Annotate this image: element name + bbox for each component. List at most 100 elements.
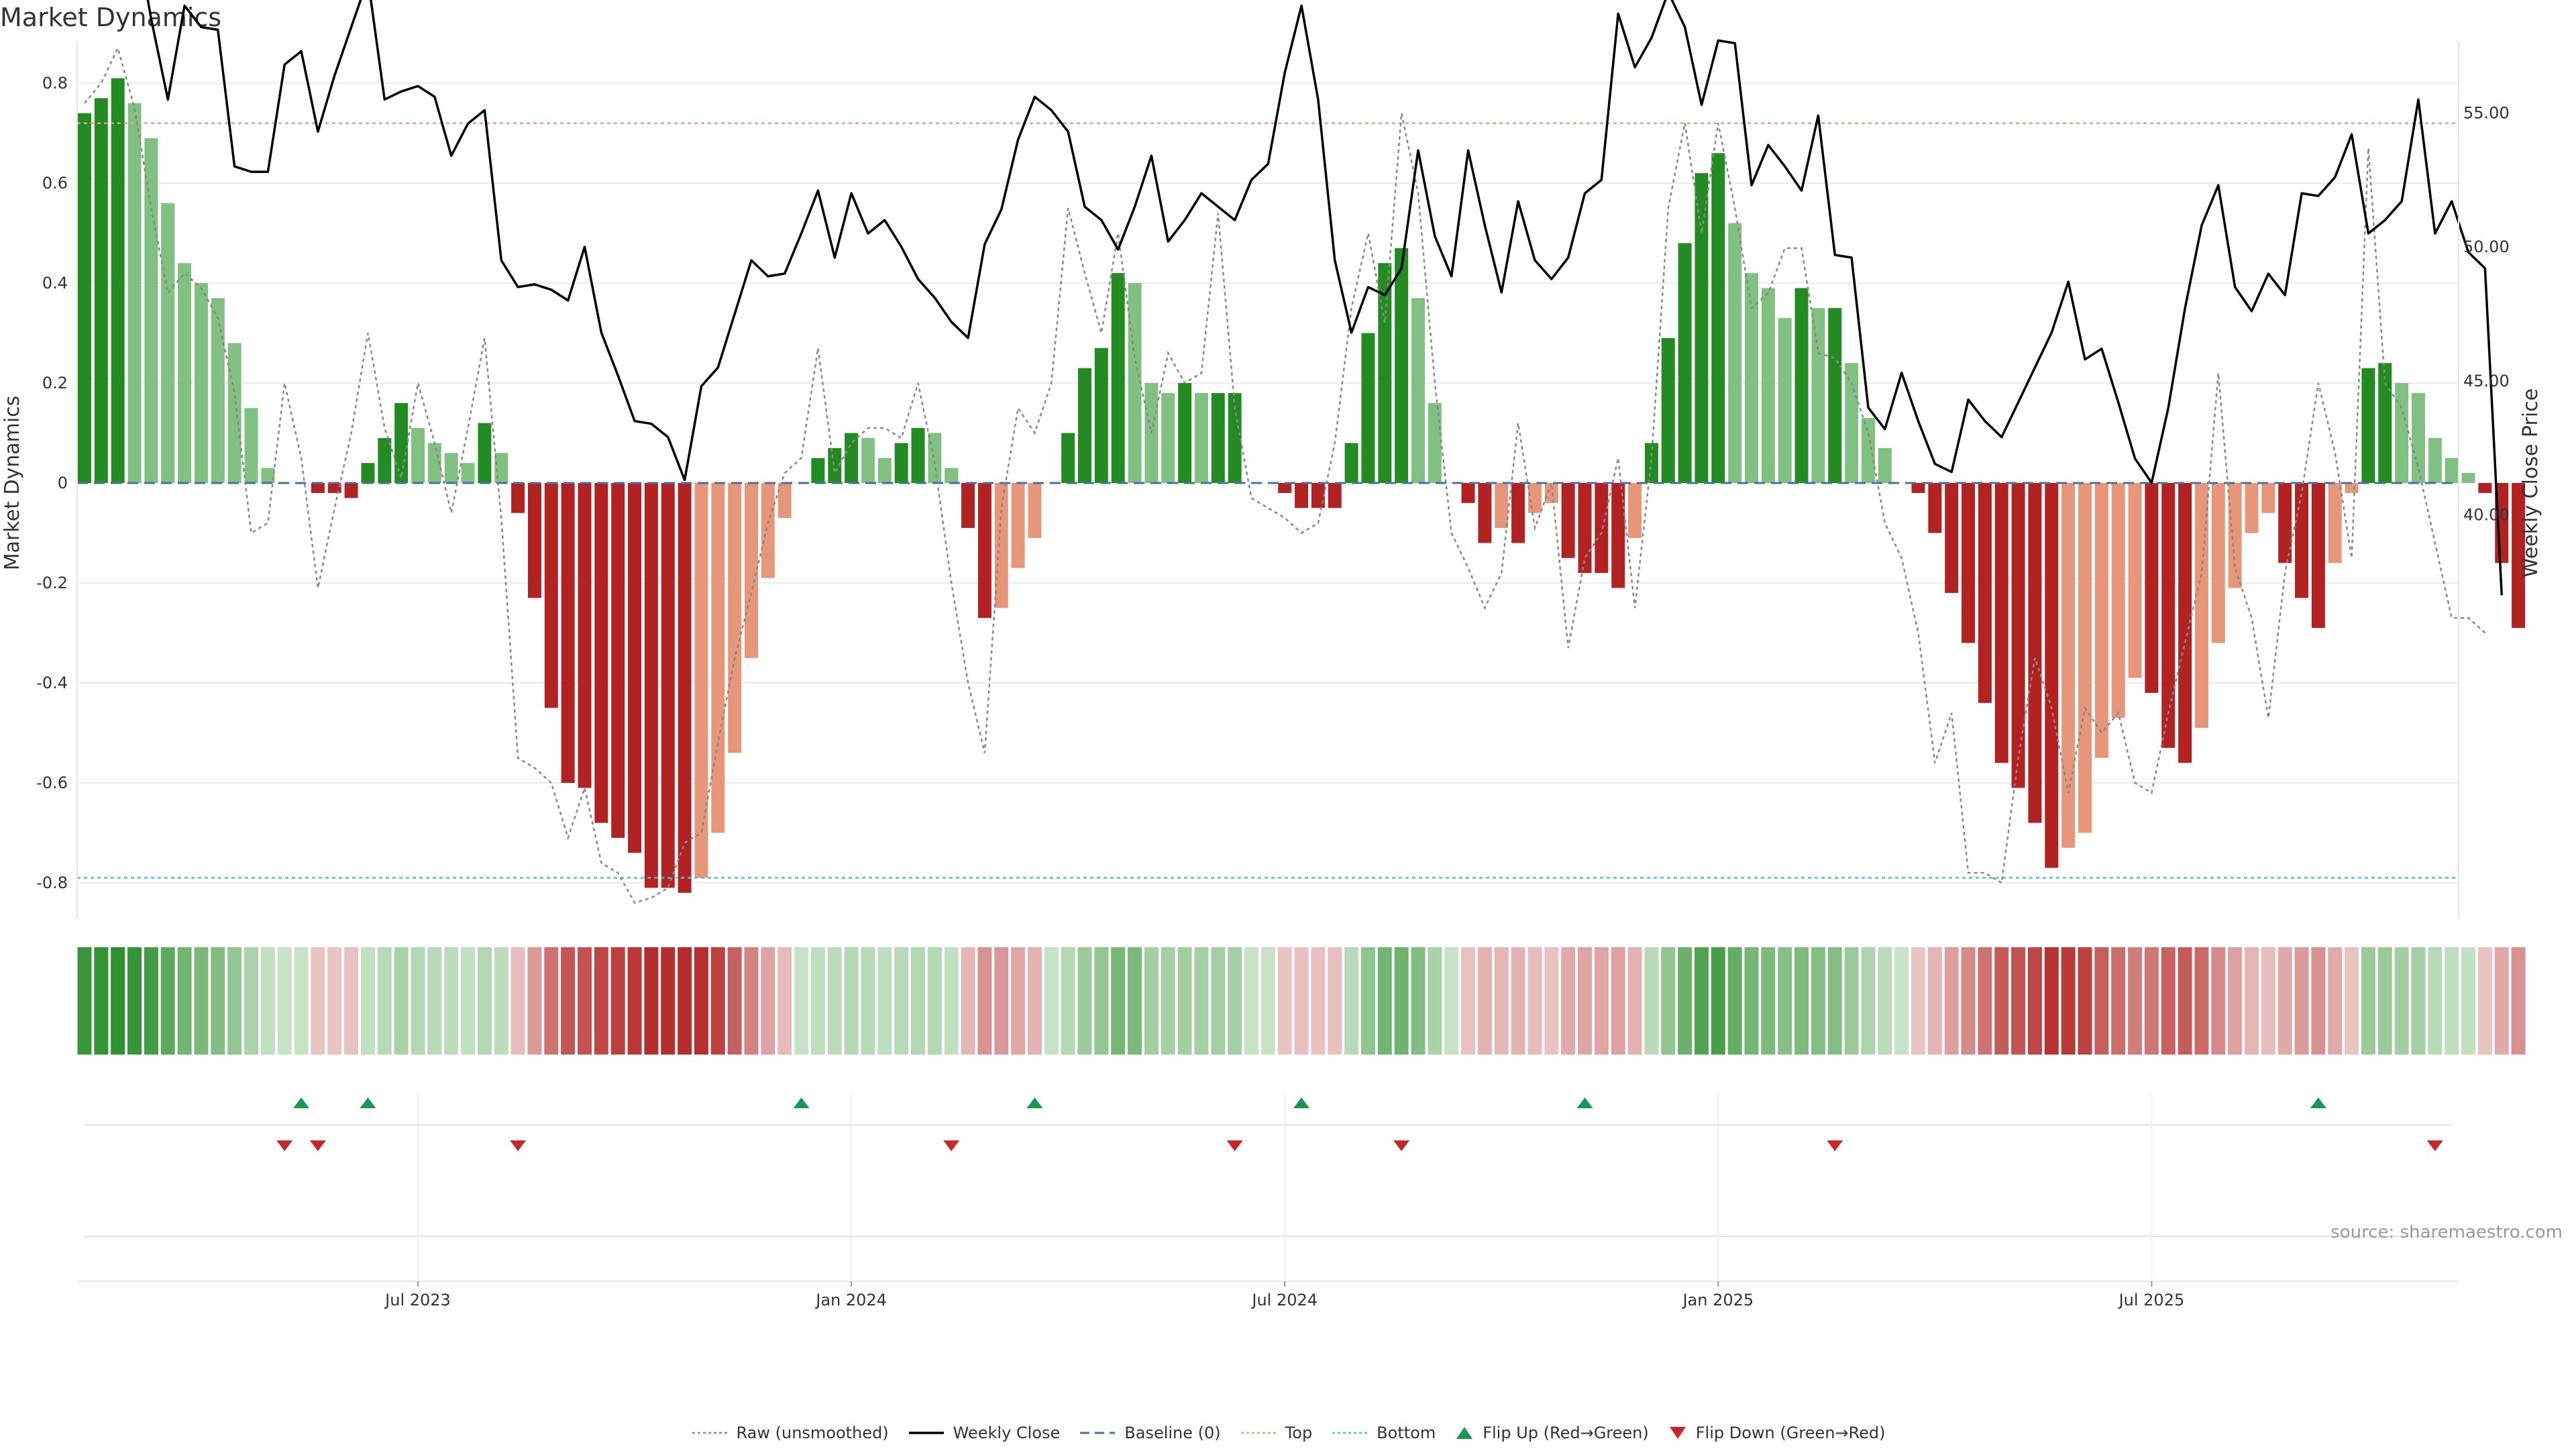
bar [2078,483,2092,833]
heat-cell [1678,947,1693,1055]
bar [161,203,175,483]
heat-cell [1578,947,1592,1055]
heat-cell [1794,947,1809,1055]
heat-cell [1961,947,1976,1055]
bar [1794,288,1809,483]
bar [877,458,892,483]
bar [745,483,758,658]
flip-down-marker [309,1140,326,1151]
bar [1228,392,1242,483]
heat-cell [1461,947,1476,1055]
heat-cell [344,947,359,1055]
bar [1361,333,1375,483]
heat-cell [2161,947,2176,1055]
bar [1211,392,1225,483]
bar [1878,447,1892,483]
bar [594,483,608,823]
bar [928,433,942,483]
bar [2045,483,2059,868]
bar [2445,458,2459,483]
bar [461,463,475,483]
heat-cell [1711,947,1725,1055]
heat-cell [1561,947,1576,1055]
bar [194,283,208,483]
heat-cell [944,947,959,1055]
heat-cell [2144,947,2159,1055]
bar [1595,483,1609,574]
legend-label-baseline: Baseline (0) [1124,1424,1221,1442]
x-tick-label: Jul 2025 [2118,1291,2185,1309]
heat-cell [327,947,342,1055]
heat-cell [2078,947,2092,1055]
heat-cell [1944,947,1959,1055]
heat-cell [2428,947,2443,1055]
bar [1845,363,1859,483]
y-tick-label: -0.8 [36,873,68,892]
heat-cell [578,947,592,1055]
bar [1311,483,1325,508]
heat-cell [1144,947,1159,1055]
legend-label-top: Top [1285,1424,1313,1442]
heat-cell [2228,947,2243,1055]
bar [2478,483,2492,493]
heat-cell [827,947,842,1055]
heat-cell [127,947,142,1055]
heat-cell [2411,947,2426,1055]
heat-cell [2361,947,2375,1055]
heat-cell [294,947,309,1055]
bar [478,423,492,483]
bar [311,483,325,493]
bar [261,468,275,483]
heat-cell [1611,947,1625,1055]
heat-cell [1627,947,1642,1055]
heat-cell [1161,947,1175,1055]
bar [494,453,508,483]
heat-cell [844,947,859,1055]
bar [644,483,658,888]
heat-cell [1244,947,1258,1055]
bar [661,483,675,888]
bar [728,483,742,753]
heat-cell [1111,947,1126,1055]
bar [961,483,975,529]
heat-cell [1978,947,1992,1055]
heat-cell [1477,947,1492,1055]
heat-cell [1778,947,1792,1055]
triangle-up-icon [1456,1427,1473,1439]
flip-down-marker [2426,1140,2443,1151]
legend-item-baseline: Baseline (0) [1079,1424,1221,1442]
heat-cell [2328,947,2343,1055]
heat-cell [160,947,175,1055]
flip-up-marker [2310,1097,2326,1108]
bar [761,483,775,578]
heat-strip [77,947,2526,1055]
bar [378,437,392,483]
heat-cell [394,947,409,1055]
bar [1811,308,1825,483]
bar [1295,483,1309,508]
bar [1194,392,1208,483]
heat-cell [1011,947,1026,1055]
heat-cell [911,947,925,1055]
heat-cell [2027,947,2042,1055]
flip-up-marker [1293,1097,1310,1108]
bar [2194,483,2208,729]
heat-cell [1294,947,1309,1055]
bar [1478,483,1492,543]
flip-up-marker [360,1097,376,1108]
heat-cell [544,947,559,1055]
heat-cell [1344,947,1359,1055]
heat-cell [211,947,225,1055]
bottom-line-swatch [1332,1432,1368,1434]
y-axis-title: Market Dynamics [1,396,24,571]
heat-cell [2094,947,2109,1055]
heat-cell [594,947,608,1055]
bar [678,483,692,893]
bar [1978,483,1992,703]
y-tick-label: 0.8 [42,74,68,93]
bar [2461,473,2475,483]
y-tick-label: 0 [58,474,68,492]
bar [178,263,192,483]
bar [2228,483,2242,588]
heat-cell [678,947,692,1055]
